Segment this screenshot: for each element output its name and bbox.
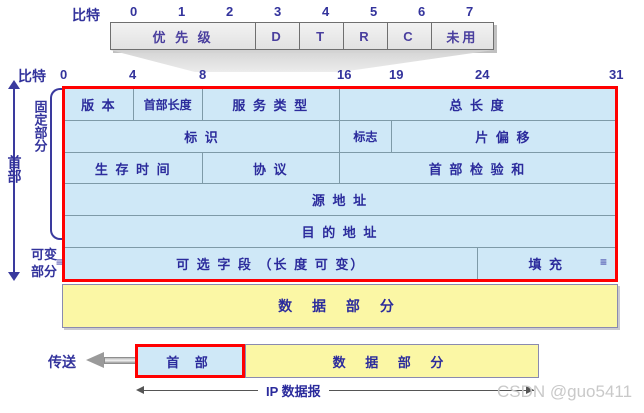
- header-axis-line: [13, 88, 15, 274]
- ip-field-cell: 片 偏 移: [475, 129, 532, 145]
- ip-field-cell: 填 充: [528, 257, 565, 273]
- tos-tick-7: 7: [466, 4, 474, 19]
- datagram-strip: 首 部 数 据 部 分: [135, 344, 539, 378]
- transmit-arrow-shaft: [104, 357, 136, 364]
- datagram-header-block: 首 部: [135, 344, 245, 378]
- csdn-watermark: CSDN @guo5411: [497, 382, 633, 401]
- ip-field-cell: 标志: [340, 120, 392, 152]
- ip-field-cell: 协 议: [203, 152, 340, 184]
- variable-length-mark-left: ≡: [56, 255, 64, 269]
- tos-tick-5: 5: [370, 4, 378, 19]
- header-axis-label-text: 首部: [6, 155, 23, 183]
- ip-field-cell: 首 部 检 验 和: [428, 161, 527, 177]
- header-axis-label: 首部: [5, 155, 23, 186]
- ip-field-cell: 服 务 类 型: [203, 89, 340, 120]
- tos-cell-0-2: 优 先 级: [111, 23, 257, 49]
- header-tick-19: 19: [389, 67, 404, 82]
- header-tick-8: 8: [199, 67, 207, 82]
- measure-line: [140, 390, 534, 391]
- tos-cell-3: D: [256, 23, 301, 49]
- tos-cell-6: C: [387, 23, 432, 49]
- tos-byte-strip: 优 先 级 D T R C 未用: [110, 22, 494, 50]
- ip-field-cell: 首部长度: [134, 89, 203, 120]
- variable-part-label-line2: 部分: [30, 264, 57, 279]
- variable-part-label-line1: 可变: [30, 247, 57, 262]
- datagram-data-block: 数 据 部 分: [245, 344, 539, 378]
- measure-label: IP 数据报: [258, 381, 329, 400]
- ip-field-cell: 可 选 字 段 （长 度 可 变）: [65, 248, 478, 279]
- ip-field-cell: 版 本: [65, 89, 134, 120]
- header-axis-arrow-up: [8, 80, 20, 89]
- variable-part-label: 可变 部分: [24, 246, 64, 280]
- ip-header-row-2: 标 识标志 片 偏 移: [65, 120, 615, 153]
- tos-cell-7: 未用: [431, 23, 493, 49]
- tos-cell-5: R: [344, 23, 388, 49]
- data-part-block: 数 据 部 分: [62, 284, 618, 328]
- fixed-part-brace: [50, 88, 62, 240]
- tos-tick-2: 2: [226, 4, 234, 19]
- header-tick-16: 16: [337, 67, 352, 82]
- ip-field-cell: 总 长 度: [449, 97, 506, 113]
- transmit-label: 传送: [48, 354, 76, 370]
- tos-cell-4: T: [300, 23, 344, 49]
- ip-field-cell: 标 识: [65, 120, 340, 152]
- tos-tick-4: 4: [322, 4, 330, 19]
- ip-field-cell: 生 存 时 间: [65, 152, 203, 184]
- fixed-part-label: 固定部分: [30, 100, 50, 230]
- tos-bit-axis-label: 比特: [72, 7, 100, 23]
- ip-header-row-4: 源 地 址: [65, 184, 615, 217]
- ip-header-row-6: 可 选 字 段 （长 度 可 变） 填 充: [65, 248, 615, 279]
- ip-header-table: 版 本首部长度服 务 类 型 总 长 度标 识标志 片 偏 移生 存 时 间协 议 首…: [62, 86, 618, 282]
- fixed-part-label-text: 固定部分: [32, 100, 48, 152]
- variable-length-mark-right: ≡: [600, 255, 608, 269]
- header-bit-axis-label: 比特: [18, 68, 46, 84]
- tos-tick-3: 3: [274, 4, 282, 19]
- header-tick-0: 0: [60, 67, 68, 82]
- tos-tick-6: 6: [418, 4, 426, 19]
- header-tick-4: 4: [129, 67, 137, 82]
- ip-header-row-3: 生 存 时 间协 议 首 部 检 验 和: [65, 152, 615, 185]
- tos-tick-0: 0: [130, 4, 138, 19]
- measure-arrow-right: [526, 386, 534, 394]
- ip-header-rows: 版 本首部长度服 务 类 型 总 长 度标 识标志 片 偏 移生 存 时 间协 议 首…: [65, 89, 615, 279]
- tos-callout-funnel: [110, 50, 494, 72]
- ip-field-cell: 源 地 址: [311, 193, 369, 209]
- header-tick-24: 24: [475, 67, 490, 82]
- tos-tick-1: 1: [178, 4, 186, 19]
- header-axis-arrow-down: [8, 272, 20, 281]
- ip-header-row-1: 版 本首部长度服 务 类 型 总 长 度: [65, 89, 615, 121]
- ip-field-cell: 目 的 地 址: [301, 225, 379, 241]
- header-tick-31: 31: [609, 67, 624, 82]
- ip-header-row-5: 目 的 地 址: [65, 216, 615, 249]
- transmit-arrow-head: [86, 352, 104, 368]
